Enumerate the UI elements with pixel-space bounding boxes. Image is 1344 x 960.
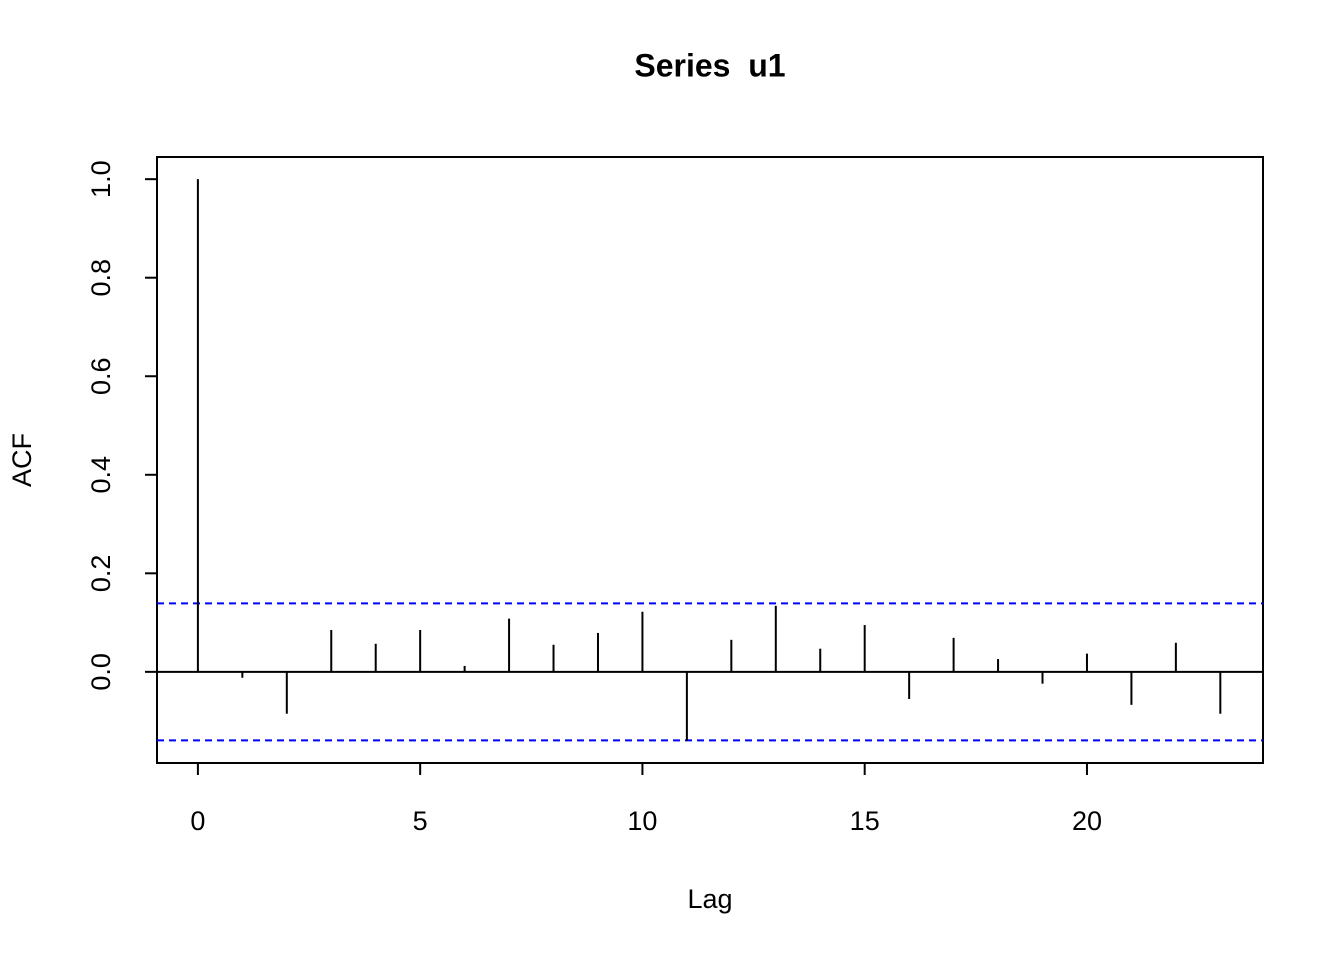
x-tick-label: 20	[1072, 806, 1102, 836]
x-axis-label: Lag	[687, 884, 732, 914]
y-tick-label: 1.0	[86, 160, 116, 198]
y-tick-label: 0.6	[86, 357, 116, 395]
x-tick-label: 5	[413, 806, 428, 836]
x-tick-label: 0	[190, 806, 205, 836]
x-tick-label: 15	[850, 806, 880, 836]
chart-title: Series u1	[634, 47, 785, 83]
plot-frame	[156, 156, 1264, 764]
y-tick-label: 0.2	[86, 555, 116, 593]
y-axis-label: ACF	[7, 433, 37, 487]
x-tick-label: 10	[627, 806, 657, 836]
y-tick-label: 0.4	[86, 456, 116, 494]
y-tick-label: 0.8	[86, 259, 116, 297]
y-tick-label: 0.0	[86, 653, 116, 691]
